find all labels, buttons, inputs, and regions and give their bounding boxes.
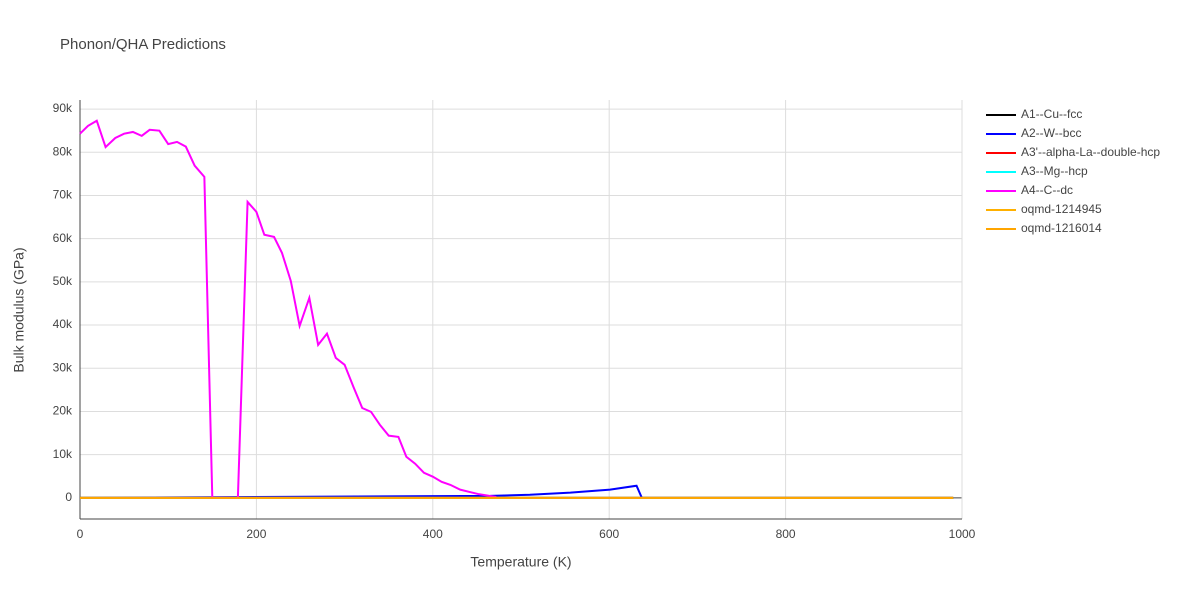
y-tick-label: 50k — [53, 274, 73, 288]
y-tick-label: 60k — [53, 231, 73, 245]
legend-label: A3'--alpha-La--double-hcp — [1021, 145, 1160, 159]
x-tick-label: 600 — [599, 527, 619, 541]
y-tick-label: 70k — [53, 188, 73, 202]
legend-label: A2--W--bcc — [1021, 126, 1081, 140]
y-tick-label: 30k — [53, 360, 73, 374]
y-tick-label: 40k — [53, 317, 73, 331]
legend-label: oqmd-1216014 — [1021, 221, 1102, 235]
legend-label: oqmd-1214945 — [1021, 202, 1102, 216]
y-tick-label: 20k — [53, 404, 73, 418]
x-tick-label: 200 — [246, 527, 266, 541]
y-tick-label: 10k — [53, 447, 73, 461]
series-line — [79, 119, 497, 499]
chart-title: Phonon/QHA Predictions — [60, 36, 226, 53]
series-line — [79, 484, 954, 499]
legend-label: A1--Cu--fcc — [1021, 107, 1082, 121]
legend-label: A4--C--dc — [1021, 183, 1073, 197]
y-tick-label: 80k — [53, 144, 73, 158]
y-tick-label: 0 — [65, 490, 72, 504]
y-tick-label: 90k — [53, 101, 73, 115]
x-tick-label: 1000 — [949, 527, 976, 541]
x-axis-title: Temperature (K) — [470, 554, 571, 570]
x-tick-label: 800 — [776, 527, 796, 541]
legend-label: A3--Mg--hcp — [1021, 164, 1088, 178]
x-tick-label: 400 — [423, 527, 443, 541]
y-axis-title: Bulk modulus (GPa) — [11, 247, 27, 372]
x-tick-label: 0 — [77, 527, 84, 541]
